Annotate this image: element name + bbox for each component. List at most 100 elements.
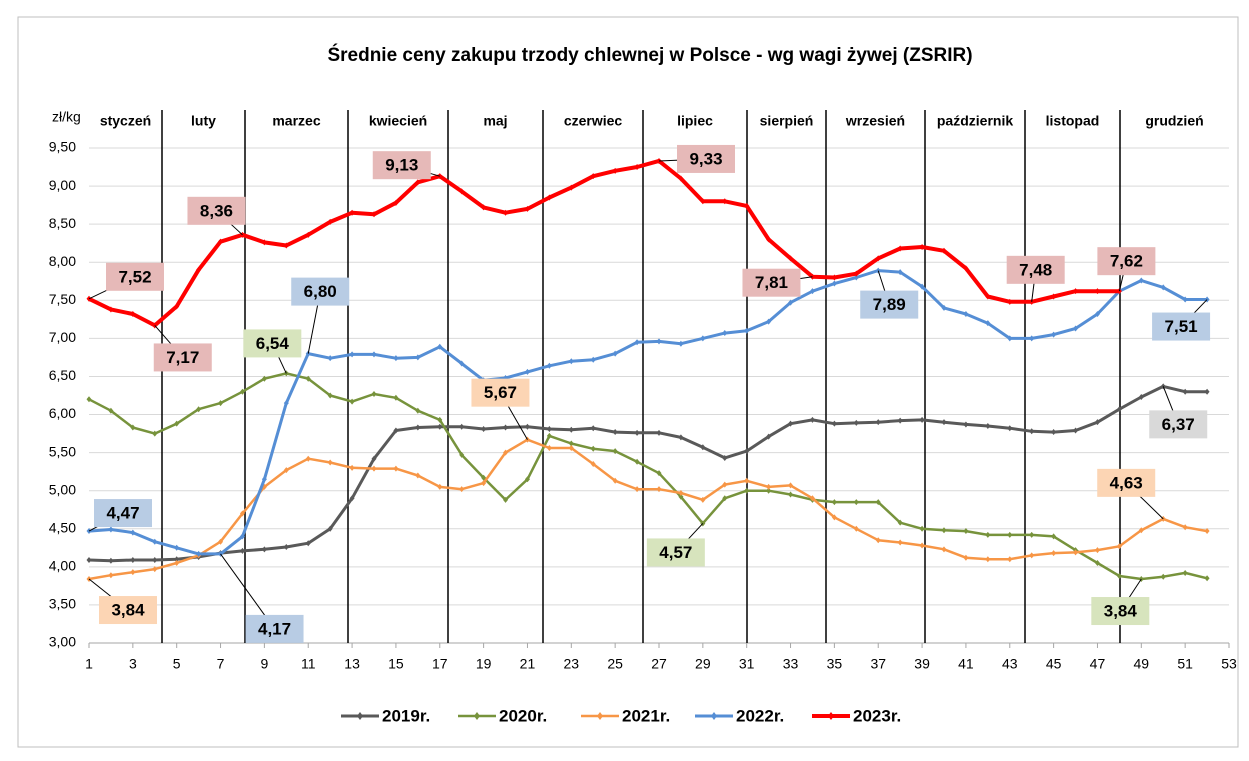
point-marker xyxy=(1051,429,1057,436)
point-marker xyxy=(788,299,794,306)
point-marker xyxy=(985,320,991,327)
point-marker xyxy=(1182,569,1188,576)
chart-title: Średnie ceny zakupu trzody chlewnej w Po… xyxy=(327,44,972,66)
point-marker xyxy=(261,375,267,382)
x-tick-label: 51 xyxy=(1177,656,1193,672)
month-label: maj xyxy=(483,113,507,129)
point-marker xyxy=(766,236,772,243)
point-marker xyxy=(1073,325,1079,332)
point-marker xyxy=(722,198,728,205)
point-marker xyxy=(1007,556,1013,563)
label-box xyxy=(1097,247,1156,276)
x-tick-label: 23 xyxy=(564,656,580,672)
point-marker xyxy=(831,499,837,506)
point-marker xyxy=(634,458,640,465)
point-marker xyxy=(831,274,837,281)
point-marker xyxy=(108,557,114,564)
point-marker xyxy=(349,464,355,471)
point-marker xyxy=(809,288,815,295)
month-label: luty xyxy=(191,113,216,129)
point-marker xyxy=(415,407,421,414)
point-marker xyxy=(1138,277,1144,284)
point-marker xyxy=(152,538,158,545)
month-label: październik xyxy=(937,113,1013,129)
point-marker xyxy=(371,465,377,472)
y-tick-label: 5,00 xyxy=(49,481,76,497)
label-box xyxy=(1149,410,1208,439)
point-marker xyxy=(897,539,903,546)
label-box xyxy=(1097,468,1156,497)
point-marker xyxy=(327,459,333,466)
point-marker xyxy=(700,444,706,451)
y-tick-label: 9,50 xyxy=(49,139,76,155)
point-marker xyxy=(656,429,662,436)
point-marker xyxy=(634,429,640,436)
label-box xyxy=(106,262,164,291)
point-marker xyxy=(546,432,552,439)
legend-label: 2020r. xyxy=(499,706,547,725)
point-marker xyxy=(744,202,750,209)
x-tick-label: 35 xyxy=(827,656,843,672)
point-marker xyxy=(1073,549,1079,556)
month-label: grudzień xyxy=(1145,113,1203,129)
x-tick-label: 13 xyxy=(344,656,360,672)
point-marker xyxy=(305,455,311,462)
point-marker xyxy=(152,556,158,563)
point-marker xyxy=(941,546,947,553)
point-marker xyxy=(853,270,859,277)
label-box xyxy=(291,277,350,306)
point-marker xyxy=(722,330,728,337)
point-marker xyxy=(371,211,377,218)
point-marker xyxy=(371,390,377,397)
label-box xyxy=(99,596,157,625)
point-marker xyxy=(1138,527,1144,534)
point-marker xyxy=(415,424,421,431)
point-marker xyxy=(459,451,465,458)
point-marker xyxy=(503,209,509,216)
x-tick-label: 49 xyxy=(1134,656,1150,672)
x-tick-label: 45 xyxy=(1046,656,1062,672)
point-marker xyxy=(1116,572,1122,579)
label-box xyxy=(1152,312,1211,341)
point-marker xyxy=(1073,288,1079,295)
point-marker xyxy=(546,426,552,433)
point-marker xyxy=(744,487,750,494)
x-tick-label: 1 xyxy=(85,656,93,672)
point-marker xyxy=(437,416,443,423)
point-marker xyxy=(196,406,202,413)
point-marker xyxy=(875,537,881,544)
point-marker xyxy=(108,306,114,313)
point-marker xyxy=(788,491,794,498)
point-marker xyxy=(327,218,333,225)
point-marker xyxy=(130,569,136,576)
point-marker xyxy=(831,514,837,521)
label-box xyxy=(860,290,919,319)
point-marker xyxy=(634,164,640,171)
point-marker xyxy=(393,465,399,472)
point-marker xyxy=(722,481,728,488)
point-marker xyxy=(1007,335,1013,342)
point-marker xyxy=(239,533,245,540)
point-marker xyxy=(788,420,794,427)
data-label: 4,17 xyxy=(258,619,291,638)
point-marker xyxy=(963,421,969,428)
y-tick-label: 8,50 xyxy=(49,215,76,231)
point-marker xyxy=(568,426,574,433)
point-marker xyxy=(766,487,772,494)
point-marker xyxy=(1051,331,1057,338)
x-tick-label: 5 xyxy=(173,656,181,672)
point-marker xyxy=(415,179,421,186)
point-marker xyxy=(1029,531,1035,538)
point-marker xyxy=(108,572,114,579)
data-label: 7,52 xyxy=(118,267,151,286)
point-marker xyxy=(875,255,881,262)
point-marker xyxy=(1094,288,1100,295)
data-label: 7,89 xyxy=(873,295,906,314)
x-tick-label: 27 xyxy=(651,656,667,672)
chart-frame xyxy=(17,16,1239,748)
point-marker xyxy=(875,419,881,426)
data-label: 7,48 xyxy=(1019,260,1052,279)
month-label: czerwiec xyxy=(564,113,623,129)
point-marker xyxy=(86,396,92,403)
point-marker xyxy=(459,188,465,195)
